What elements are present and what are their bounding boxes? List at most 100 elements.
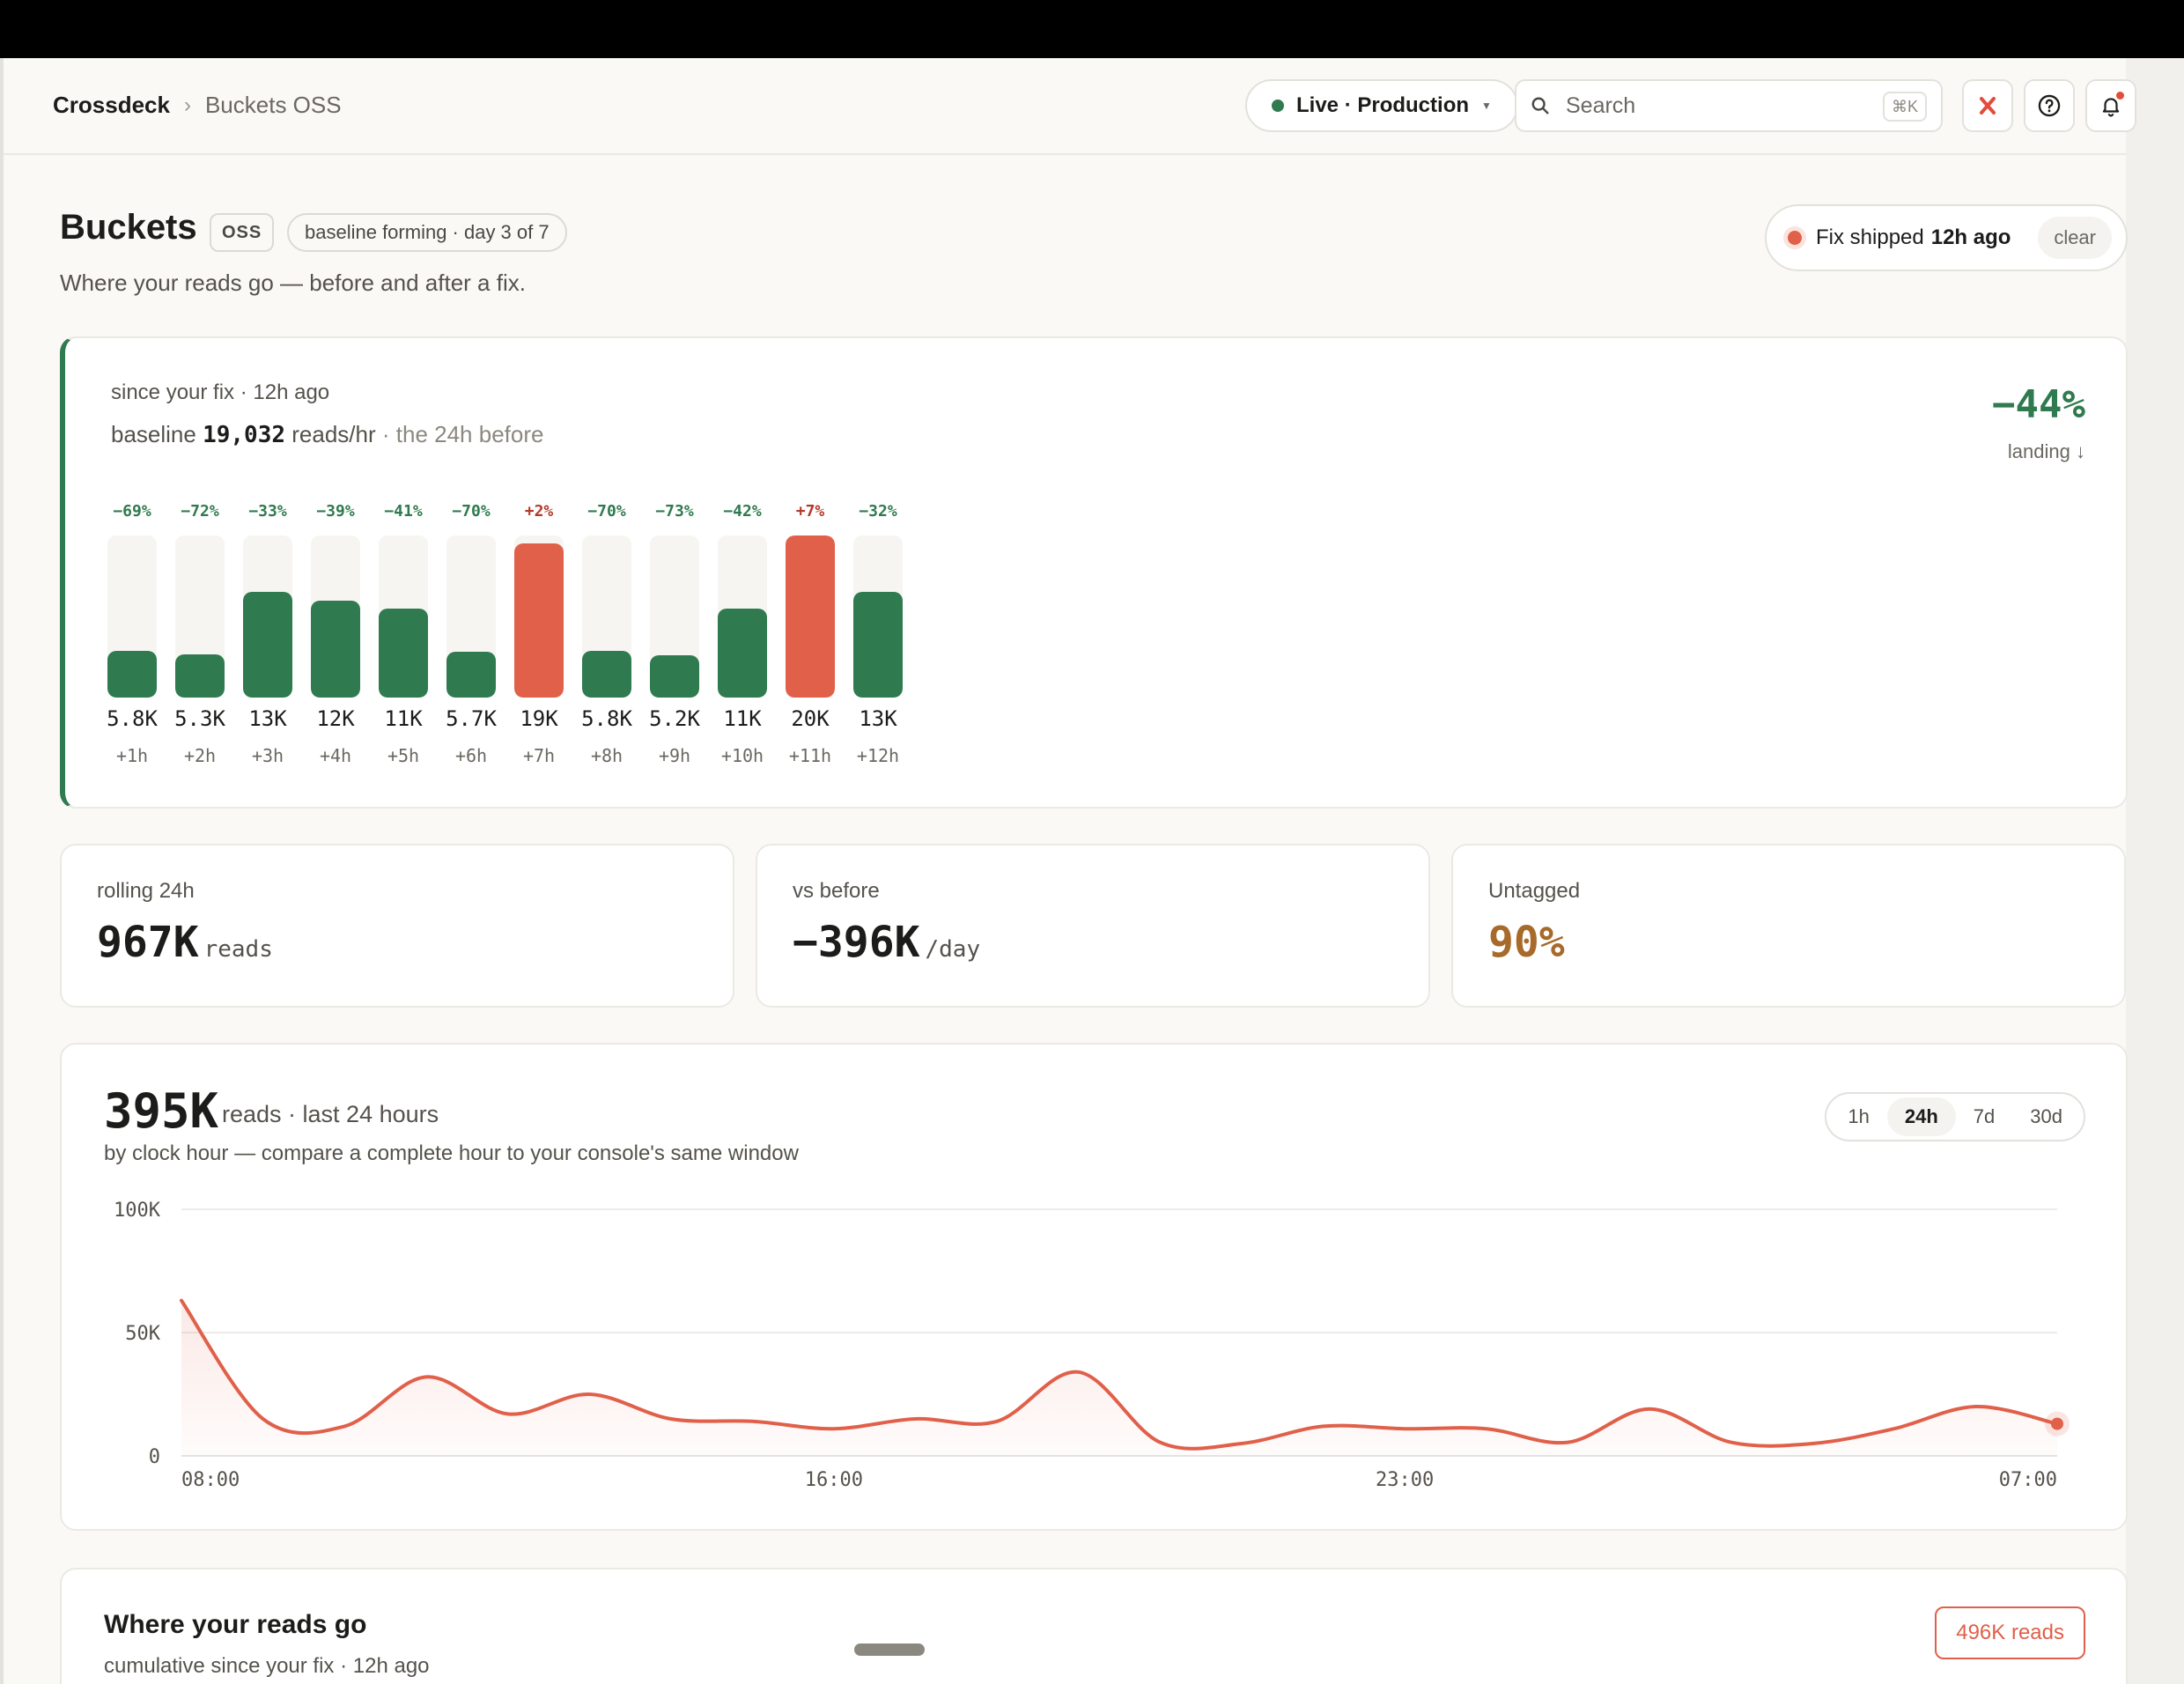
range-7d[interactable]: 7d	[1973, 1105, 1996, 1127]
hour-bar-fill	[243, 592, 292, 698]
hour-bar-track	[650, 535, 699, 698]
search-input[interactable]: Search ⌘K	[1515, 79, 1943, 132]
hour-bar-label: +7h	[522, 745, 556, 766]
hour-bar-label: +12h	[856, 745, 900, 766]
hour-bar-value: 5.3K	[174, 706, 225, 731]
hour-bar-value: 12K	[316, 706, 355, 731]
reads-count-pill[interactable]: 496K reads	[1935, 1606, 2085, 1659]
hour-bar-track	[175, 535, 225, 698]
breadcrumb-root[interactable]: Crossdeck	[53, 92, 170, 118]
baseline-line: baseline 19,032 reads/hr · the 24h befor…	[111, 421, 543, 448]
close-x-button[interactable]	[1962, 79, 2013, 132]
stat-card-vs-before: vs before −396K/day	[756, 844, 1430, 1008]
range-30d[interactable]: 30d	[2030, 1105, 2062, 1127]
stat-card-untagged: Untagged 90%	[1451, 844, 2126, 1008]
hour-bar-value: 19K	[520, 706, 558, 731]
since-fix-card: since your fix · 12h ago baseline 19,032…	[60, 336, 2128, 809]
stat-number: −396K	[793, 918, 920, 967]
hour-bar-delta: −69%	[113, 502, 151, 521]
series-area	[181, 1300, 2057, 1456]
hour-bar-fill	[718, 609, 767, 698]
hour-bar-track	[243, 535, 292, 698]
y-tick-label: 0	[149, 1446, 160, 1468]
hour-bar-track	[514, 535, 564, 698]
environment-switcher[interactable]: Live · Production ▼	[1245, 79, 1518, 132]
hour-bar-track	[446, 535, 496, 698]
hour-bar-label: +3h	[251, 745, 284, 766]
clear-fix-button[interactable]: clear	[2038, 217, 2112, 259]
hour-bar-track	[853, 535, 903, 698]
range-1h[interactable]: 1h	[1848, 1105, 1870, 1127]
fix-label: Fix shipped	[1816, 225, 1924, 249]
baseline-unit: reads/hr	[291, 421, 376, 447]
hour-bar-value: 13K	[248, 706, 287, 731]
hour-bar-track	[311, 535, 360, 698]
where-reads-title: Where your reads go	[104, 1610, 367, 1639]
notifications-button[interactable]	[2085, 79, 2136, 132]
hour-bar-delta: −42%	[723, 502, 762, 521]
hour-bar-delta: +7%	[795, 502, 825, 521]
hour-bar-fill	[514, 543, 564, 698]
series-point	[1647, 1407, 1652, 1412]
help-button[interactable]	[2024, 79, 2075, 132]
chevron-down-icon: ▼	[1481, 100, 1492, 112]
environment-label: Live · Production	[1296, 93, 1470, 117]
delta-note: landing ↓	[2007, 440, 2085, 462]
hour-bar-delta: +2%	[524, 502, 554, 521]
series-point	[505, 1411, 510, 1416]
hour-bar-delta: −70%	[587, 502, 626, 521]
hour-bar-delta: −41%	[384, 502, 423, 521]
hour-bar-label: +1h	[115, 745, 149, 766]
hour-bar-label: +10h	[720, 745, 764, 766]
hour-bar-track	[582, 535, 631, 698]
breadcrumb-separator: ›	[183, 92, 191, 117]
search-placeholder: Search	[1566, 92, 1636, 118]
drag-handle[interactable]	[854, 1643, 925, 1656]
hour-bar-label: +11h	[788, 745, 832, 766]
range-24h[interactable]: 24h	[1886, 1097, 1956, 1136]
series-point	[1565, 1440, 1570, 1445]
scrollbar-track[interactable]	[2126, 58, 2184, 1684]
hour-bar-label: +6h	[454, 745, 488, 766]
series-point	[1892, 1426, 1897, 1431]
x-tick-label: 23:00	[1376, 1469, 1434, 1491]
range-selector: 1h 24h 7d 30d	[1825, 1092, 2085, 1141]
series-point	[587, 1392, 592, 1397]
reads-total: 395K	[104, 1083, 219, 1139]
y-tick-label: 50K	[125, 1323, 160, 1345]
hour-bar-delta: −39%	[316, 502, 355, 521]
series-point	[342, 1423, 347, 1429]
bell-icon	[2102, 98, 2120, 117]
x-tick-label: 16:00	[805, 1469, 863, 1491]
x-tick-label: 07:00	[1999, 1469, 2057, 1491]
series-point	[1157, 1440, 1162, 1445]
fix-shipped-pill: Fix shipped 12h ago clear	[1765, 204, 2128, 271]
baseline-value: 19,032	[203, 422, 286, 448]
hour-bar-label: +4h	[319, 745, 352, 766]
series-point	[668, 1416, 674, 1422]
hour-bar-value: 20K	[791, 706, 830, 731]
hour-bar-fill	[379, 609, 428, 698]
y-tick-label: 100K	[114, 1200, 161, 1222]
stat-label: rolling 24h	[97, 879, 195, 903]
hour-bar-delta: −73%	[655, 502, 694, 521]
stat-card-rolling: rolling 24h 967K reads	[60, 844, 734, 1008]
page-subtitle: Where your reads go — before and after a…	[60, 270, 526, 296]
fix-time: 12h ago	[1930, 225, 2011, 249]
series-point	[1076, 1370, 1081, 1375]
hour-bar-value: 5.8K	[107, 706, 158, 731]
baseline-prefix: baseline	[111, 421, 196, 447]
overall-delta: −44%	[1992, 382, 2085, 427]
hour-bar-fill	[853, 592, 903, 698]
fix-status-dot	[1788, 231, 1802, 245]
help-icon	[2038, 94, 2061, 117]
hour-bar-label: +5h	[387, 745, 420, 766]
series-point	[994, 1419, 1000, 1424]
top-nav: Crossdeck › Buckets OSS Live · Productio…	[4, 58, 2136, 155]
series-point	[1484, 1426, 1489, 1431]
hour-bar-value: 11K	[384, 706, 423, 731]
series-point	[1810, 1441, 1815, 1446]
stat-value: 967K reads	[97, 918, 273, 967]
series-point	[2051, 1417, 2063, 1430]
series-point	[261, 1416, 266, 1422]
